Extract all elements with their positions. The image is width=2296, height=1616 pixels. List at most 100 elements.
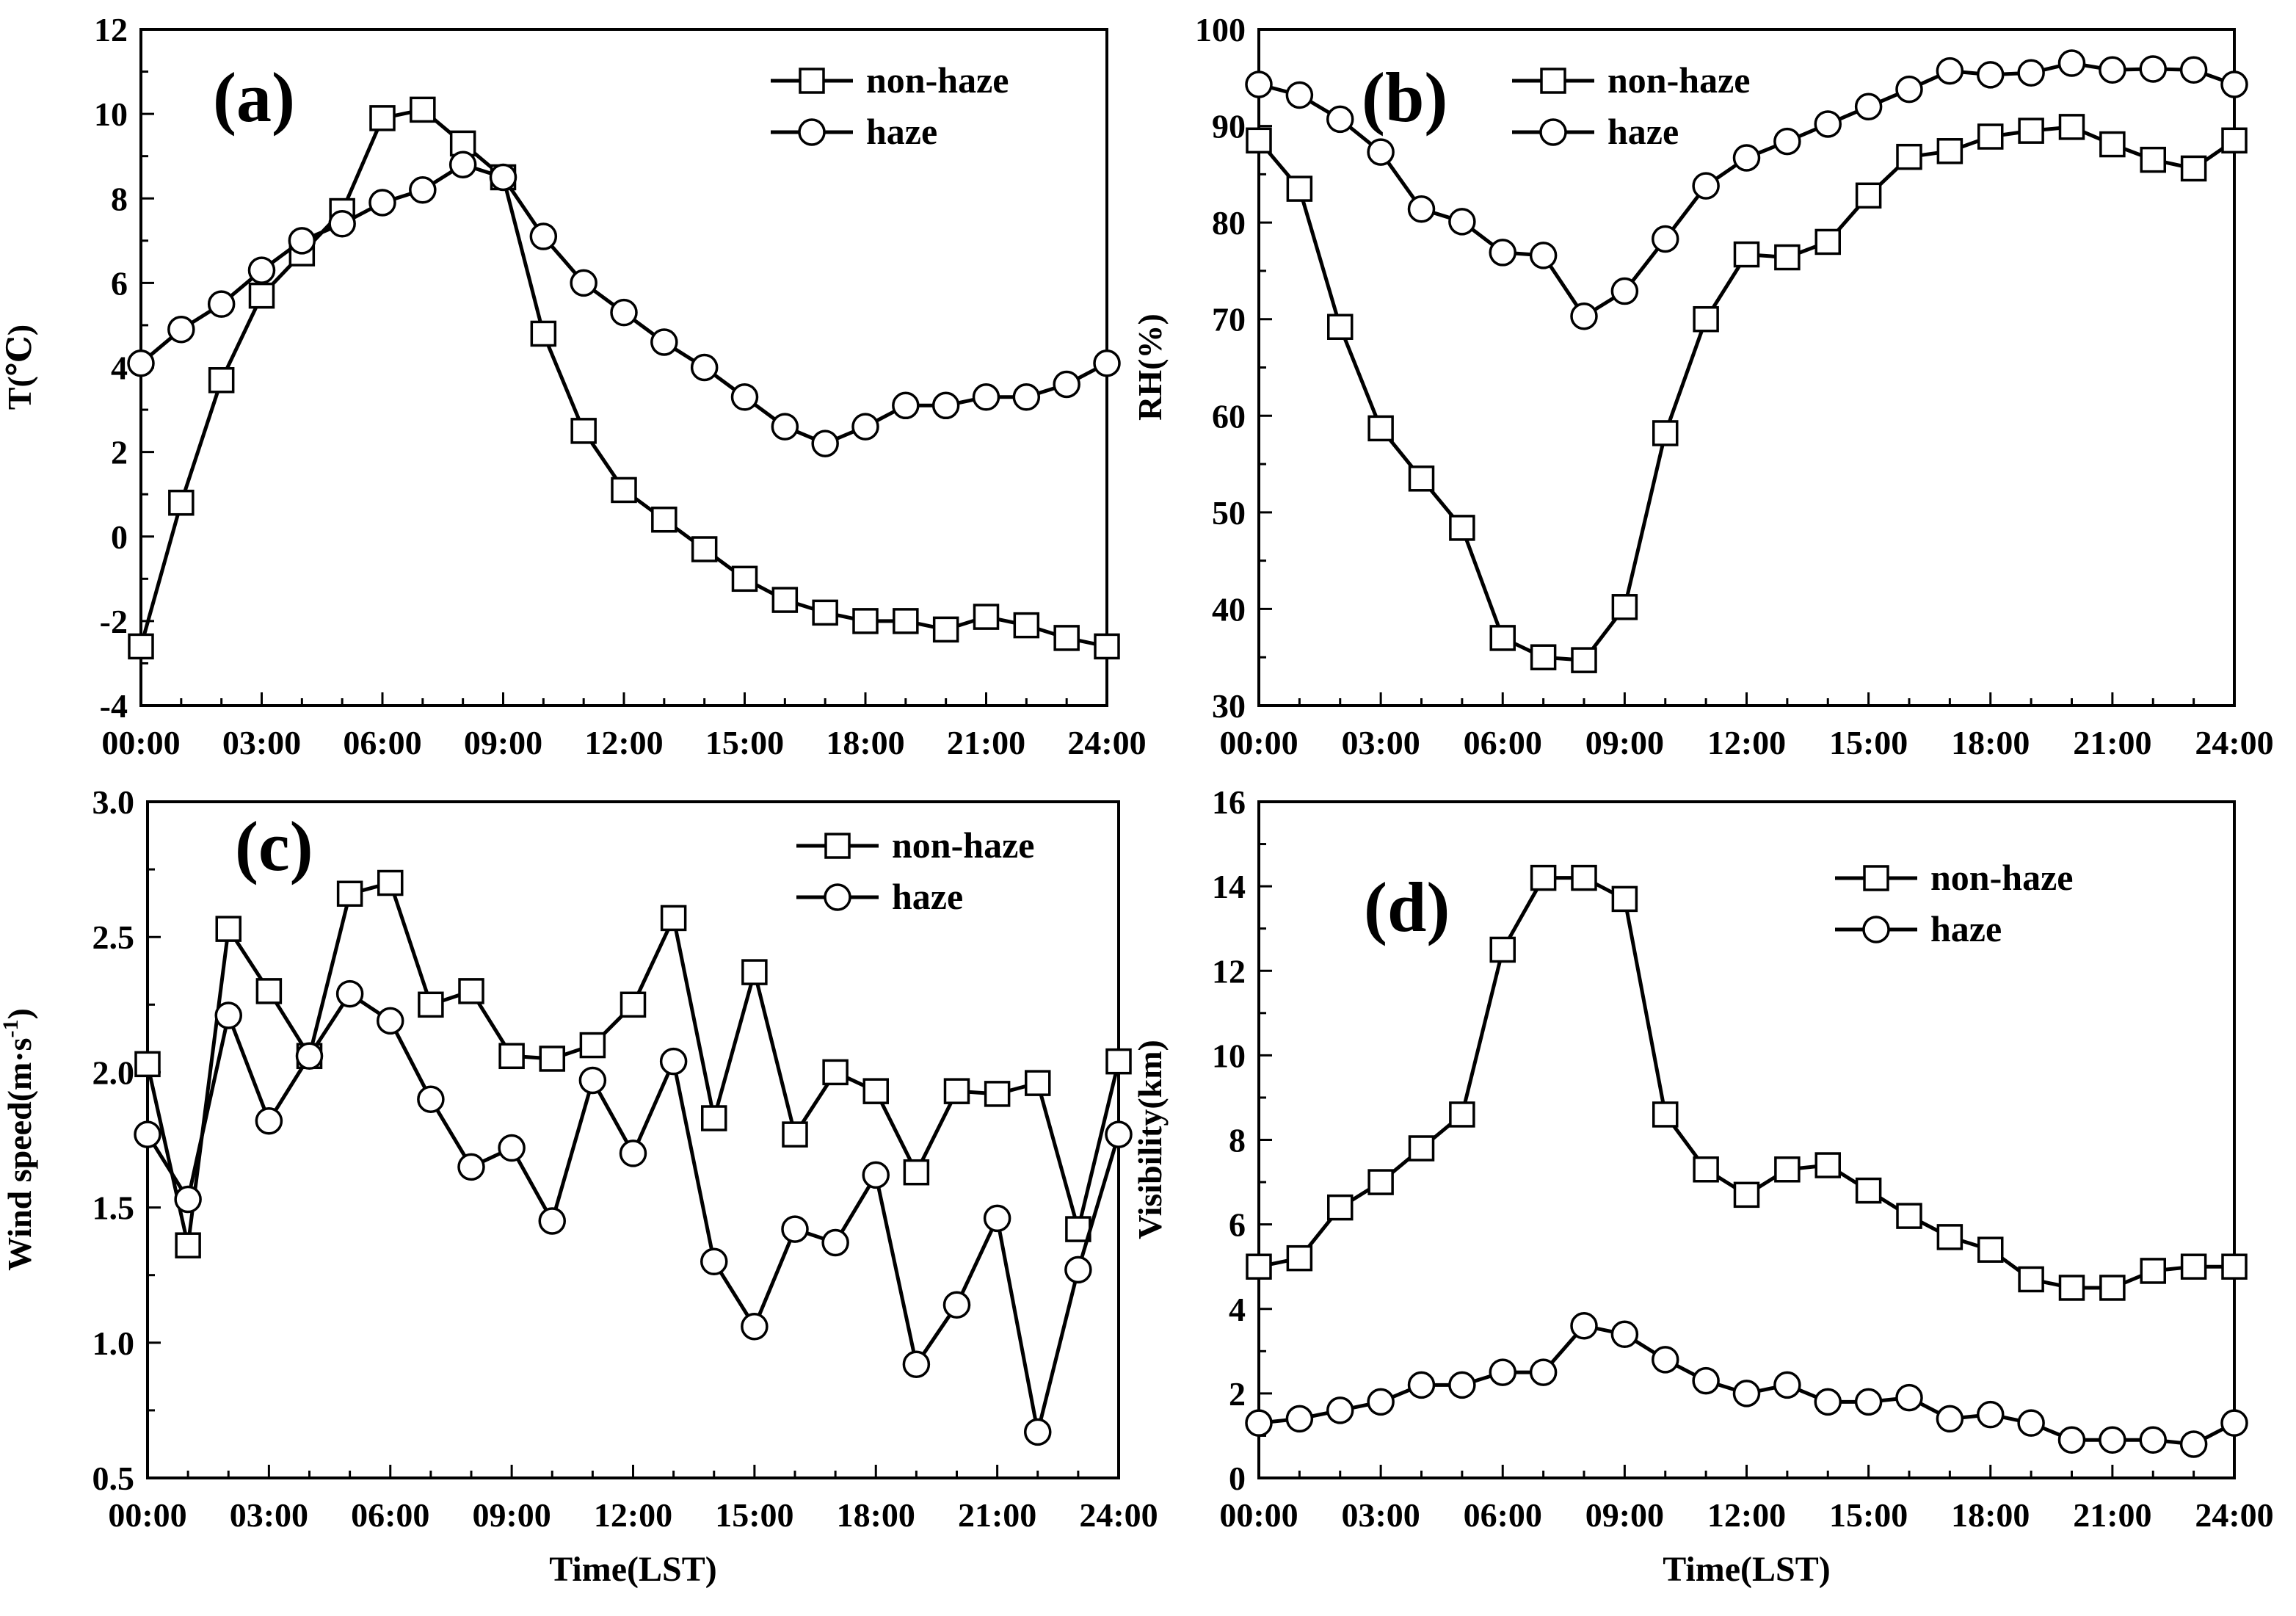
panel-c: 00:00 03:00 06:00 09:00 12:00 15:00 18:00 21:00…	[0, 783, 1158, 1589]
data-point-circle	[1610, 277, 1639, 305]
data-point-circle	[2139, 1426, 2167, 1454]
data-point-square	[1855, 182, 1882, 209]
data-point-square	[215, 916, 241, 942]
data-point-circle	[174, 1185, 202, 1214]
data-point-circle	[700, 1247, 728, 1276]
x-tick-label: 06:00	[343, 724, 421, 761]
y-tick-label: 12	[1212, 952, 1246, 990]
data-point-circle	[2220, 1409, 2248, 1437]
data-point-square	[1571, 647, 1597, 673]
x-tick-label: 21:00	[2073, 1496, 2151, 1534]
data-point-circle	[1053, 370, 1080, 399]
data-point-square	[248, 282, 275, 309]
data-point-circle	[771, 413, 799, 441]
data-point-square	[862, 1078, 889, 1104]
y-tick-label: 50	[1212, 494, 1246, 532]
data-point-square	[1286, 175, 1313, 202]
data-point-circle	[2220, 70, 2248, 98]
data-point-square	[1774, 244, 1801, 271]
data-point-circle	[1652, 1346, 1679, 1374]
data-point-square	[1530, 864, 1557, 891]
data-point-circle	[1692, 1366, 1720, 1395]
data-point-circle	[134, 1120, 161, 1148]
data-point-square	[410, 96, 436, 123]
data-point-square	[2180, 155, 2207, 182]
data-point-circle	[2057, 1426, 2086, 1454]
data-point-square	[1693, 305, 1719, 333]
data-point-square	[1489, 936, 1516, 963]
data-point-square	[1489, 625, 1516, 651]
legend-circle-marker	[824, 883, 851, 911]
data-point-circle	[2179, 1430, 2208, 1458]
data-point-square	[1327, 1194, 1354, 1221]
data-point-square	[2099, 1275, 2126, 1301]
data-point-circle	[377, 1007, 404, 1035]
y-tick-label: 6	[1229, 1206, 1246, 1244]
data-point-circle	[1448, 208, 1476, 236]
legend-square-marker	[824, 833, 851, 859]
data-point-square	[255, 978, 283, 1004]
data-point-circle	[1093, 349, 1121, 377]
data-point-circle	[1448, 1371, 1476, 1399]
data-point-circle	[902, 1350, 931, 1379]
panel-label: (a)	[213, 58, 295, 137]
data-point-circle	[1105, 1120, 1133, 1148]
y-tick-label: 8	[1229, 1122, 1246, 1159]
panel-d: 00:00 03:00 06:00 09:00 12:00 15:00 18:00 21:00…	[1131, 783, 2274, 1589]
x-tick-label: 12:00	[1707, 724, 1786, 761]
data-point-circle	[1895, 1383, 1923, 1412]
y-tick-label: 2	[1229, 1375, 1246, 1413]
y-axis-title-main: Wind speed(m·s	[1, 1037, 38, 1270]
data-point-square	[932, 616, 959, 643]
data-point-circle	[610, 298, 638, 327]
data-point-circle	[1570, 302, 1598, 330]
y-tick-label: 0	[111, 518, 128, 556]
y-tick-label: -2	[100, 603, 128, 640]
data-point-square	[1936, 138, 1963, 164]
data-point-square	[1367, 1169, 1394, 1195]
data-point-circle	[650, 328, 678, 356]
x-tick-label: 09:00	[472, 1496, 551, 1534]
data-point-circle	[1773, 127, 1801, 156]
y-tick-label: 4	[1229, 1291, 1246, 1328]
data-point-square	[731, 565, 758, 593]
data-point-circle	[983, 1204, 1011, 1233]
data-point-circle	[2017, 59, 2045, 87]
x-tick-label: 15:00	[715, 1496, 793, 1534]
legend-label: non-haze	[892, 825, 1034, 866]
x-tick-label: 09:00	[1585, 1496, 1664, 1534]
data-point-circle	[368, 189, 396, 217]
x-tick-label: 06:00	[1464, 1496, 1542, 1534]
data-point-circle	[1652, 225, 1679, 253]
x-tick-label: 15:00	[1829, 724, 1908, 761]
legend-square-marker	[1540, 68, 1566, 94]
data-point-circle	[2099, 56, 2126, 84]
data-point-circle	[335, 979, 364, 1008]
legend-item-haze: haze	[796, 876, 963, 917]
data-point-square	[2018, 1266, 2044, 1293]
data-point-circle	[127, 349, 155, 377]
data-point-square	[579, 1032, 606, 1059]
data-point-circle	[448, 151, 477, 178]
x-axis-title: Time(LST)	[1663, 1550, 1830, 1589]
data-point-square	[2058, 114, 2085, 140]
data-point-circle	[328, 210, 356, 238]
data-point-square	[1013, 612, 1040, 639]
data-point-circle	[207, 290, 236, 318]
data-point-square	[539, 1046, 565, 1072]
data-point-square	[893, 608, 919, 634]
x-tick-label: 03:00	[1341, 724, 1420, 761]
legend-circle-marker	[1539, 118, 1567, 146]
data-point-square	[1053, 625, 1080, 651]
y-tick-label: 1.5	[92, 1189, 135, 1227]
y-axis-title-superscript: -1	[0, 1019, 23, 1037]
x-tick-label: 09:00	[1585, 724, 1664, 761]
legend-label: non-haze	[1930, 857, 2073, 898]
x-tick-label: 15:00	[705, 724, 784, 761]
data-point-circle	[1773, 1371, 1801, 1399]
y-tick-label: 2.0	[92, 1054, 135, 1091]
data-point-square	[771, 587, 799, 613]
x-tick-label: 18:00	[1951, 724, 2030, 761]
legend-circle-marker	[1862, 916, 1890, 943]
legend-item-haze: haze	[1835, 908, 2002, 949]
